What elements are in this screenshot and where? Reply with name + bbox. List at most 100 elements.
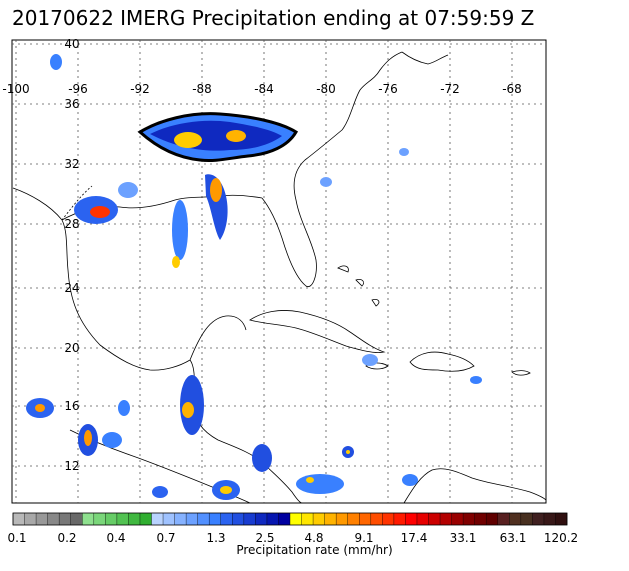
intense-cell (226, 130, 246, 142)
colorbar-tick-label: 33.1 (449, 531, 477, 545)
colorbar-swatch (313, 513, 325, 525)
colorbar-swatch (520, 513, 533, 525)
intense-cell (182, 402, 194, 418)
hispaniola (409, 351, 475, 372)
colorbar-label: Precipitation rate (mm/hr) (236, 543, 393, 557)
longitude-label: -84 (254, 82, 274, 96)
colorbar-swatch (301, 513, 314, 525)
rain-cell (102, 432, 122, 448)
rain-cell (296, 474, 344, 494)
rain-cell (470, 376, 482, 384)
colorbar-swatch (474, 513, 487, 525)
colorbar-swatch (543, 513, 556, 525)
colorbar-swatch (266, 513, 279, 525)
colorbar-swatch (382, 513, 395, 525)
colorbar-swatch (405, 513, 418, 525)
colorbar-swatch (24, 513, 37, 525)
colorbar-swatch (463, 513, 475, 525)
intense-cell (220, 486, 232, 494)
colorbar-swatch (70, 513, 83, 525)
bahamas (337, 265, 380, 307)
colorbar-swatch (47, 513, 60, 525)
colorbar-swatch (116, 513, 129, 525)
intense-cell (210, 178, 222, 202)
colorbar-tick-label: 0.4 (106, 531, 126, 545)
colorbar-swatch (324, 513, 337, 525)
colorbar-tick-label: 4.8 (304, 531, 324, 545)
colorbar-swatch (486, 513, 499, 525)
lat-lon-grid (12, 40, 546, 503)
colorbar-swatch (209, 513, 222, 525)
colorbar-swatch (232, 513, 245, 525)
axis-tick-labels: -100 -96 -92 -88 -84 -80 -76 -72 -68 40 36 32 28 24 20… (2, 37, 521, 473)
colorbar-swatch (451, 513, 464, 525)
rain-cell (152, 486, 168, 498)
colorbar-swatch (151, 513, 164, 525)
mexico-gulf-coast (12, 187, 191, 371)
yucatan-coast (189, 315, 247, 361)
colorbar-swatch (278, 513, 291, 525)
colorbar-tick-label: 63.1 (499, 531, 527, 545)
longitude-label: -88 (192, 82, 212, 96)
colorbar-tick-label: 2.5 (255, 531, 275, 545)
intense-cell (172, 256, 180, 268)
latitude-label: 36 (64, 97, 79, 111)
colorbar (12, 512, 568, 526)
puerto-rico (511, 370, 531, 376)
longitude-label: -80 (316, 82, 336, 96)
colorbar-swatch (347, 513, 360, 525)
colorbar-tick-label: 1.3 (206, 531, 226, 545)
rain-cell (118, 400, 130, 416)
cuba (249, 310, 386, 353)
longitude-label: -76 (378, 82, 398, 96)
colorbar-swatch (532, 513, 545, 525)
colorbar-swatch (555, 513, 568, 525)
latitude-label: 40 (64, 37, 79, 51)
colorbar-swatch (290, 513, 302, 525)
colorbar-swatch (416, 513, 429, 525)
rain-cell (399, 148, 409, 156)
northeast-coast (401, 51, 449, 65)
colorbar-swatch (197, 513, 210, 525)
colorbar-swatch (93, 513, 106, 525)
colorbar-tick-label: 9.1 (354, 531, 374, 545)
longitude-label: -68 (502, 82, 522, 96)
colorbar-swatch (105, 513, 118, 525)
colorbar-swatch (428, 513, 441, 525)
latitude-label: 20 (64, 341, 79, 355)
colorbar-tick-label: 0.2 (57, 531, 77, 545)
intense-cell (35, 404, 45, 412)
colorbar-swatch (359, 513, 372, 525)
latitude-label: 28 (64, 217, 79, 231)
colorbar-swatch (370, 513, 383, 525)
colorbar-swatch (497, 513, 510, 525)
map-title: 20170622 IMERG Precipitation ending at 0… (12, 6, 535, 30)
precipitation-fields (26, 54, 482, 500)
latitude-label: 12 (64, 459, 79, 473)
rain-cell (362, 354, 378, 366)
intense-cell (174, 132, 202, 148)
longitude-label: -92 (130, 82, 150, 96)
intense-cell (346, 450, 350, 454)
colorbar-swatch (174, 513, 187, 525)
colorbar-swatch (393, 513, 406, 525)
colorbar-swatch (243, 513, 256, 525)
longitude-label: -100 (2, 82, 29, 96)
colorbar-swatch (509, 513, 522, 525)
colorbar-tick-label: 0.7 (156, 531, 176, 545)
rain-cell (252, 444, 272, 472)
colorbar-swatch (128, 513, 141, 525)
colorbar-swatch (220, 513, 233, 525)
colorbar-swatch (255, 513, 268, 525)
rain-cell (118, 182, 138, 198)
colorbar-swatch (186, 513, 198, 525)
colorbar-swatch (59, 513, 72, 525)
coastlines (12, 51, 547, 504)
colorbar-swatch (82, 513, 95, 525)
latitude-label: 32 (64, 157, 79, 171)
colorbar-swatch (440, 513, 452, 525)
colorbar-swatch (139, 513, 152, 525)
south-america-coast (403, 468, 547, 504)
colorbar-swatch (13, 513, 25, 525)
